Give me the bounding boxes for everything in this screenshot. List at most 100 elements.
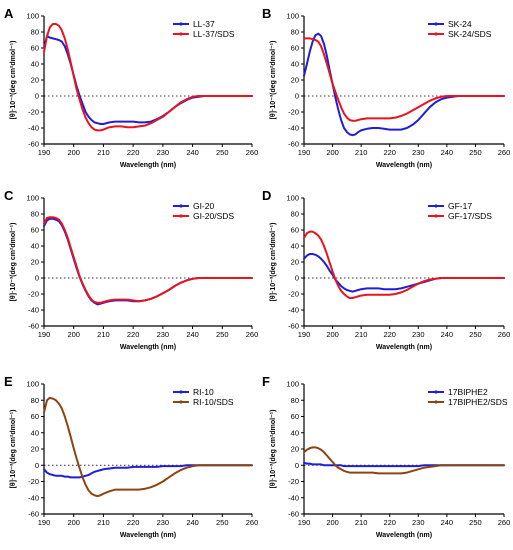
x-tick-label: 240 [186, 148, 199, 157]
y-tick-label: -20 [28, 290, 39, 299]
x-tick-label: 210 [355, 330, 368, 339]
legend-marker [434, 390, 438, 394]
legend-label: SK-24 [448, 19, 472, 29]
legend-marker [434, 204, 438, 208]
x-tick-label: 260 [246, 518, 259, 527]
legend-label: GI-20 [193, 201, 215, 211]
y-tick-label: -40 [288, 124, 299, 133]
legend-marker [434, 22, 438, 26]
y-tick-label: -20 [28, 108, 39, 117]
x-tick-label: 220 [383, 518, 396, 527]
panel-c: C -60 -40 -20 0 20 40 60 80 100 190 200 210 220 230 240… [4, 188, 258, 351]
y-tick-label: -60 [288, 322, 299, 331]
panel-letter: A [4, 6, 14, 21]
legend-label: 17BIPHE2 [448, 387, 488, 397]
legend-marker [434, 32, 438, 36]
legend-label: RI-10/SDS [193, 397, 234, 407]
x-tick-label: 250 [469, 330, 482, 339]
panel-letter: B [262, 6, 271, 21]
x-tick-label: 240 [441, 148, 454, 157]
legend-marker [179, 22, 183, 26]
x-tick-label: 220 [383, 330, 396, 339]
x-axis-title: Wavelength (nm) [120, 162, 176, 169]
y-tick-label: -40 [28, 306, 39, 315]
panel-d: D -60 -40 -20 0 20 40 60 80 100 190 200 210 220 230 240… [262, 188, 510, 351]
x-tick-label: 200 [326, 330, 339, 339]
x-tick-label: 230 [412, 330, 425, 339]
panel-b: B -60 -40 -20 0 20 40 60 80 100 190 200 210 220 230 240… [262, 6, 510, 169]
panel-letter: F [262, 374, 270, 389]
x-axis-title: Wavelength (nm) [120, 532, 176, 539]
x-tick-label: 260 [498, 148, 511, 157]
legend-marker [179, 400, 183, 404]
y-tick-label: 0 [35, 274, 39, 283]
x-tick-label: 200 [326, 518, 339, 527]
y-tick-label: -40 [288, 493, 299, 502]
x-tick-label: 260 [246, 330, 259, 339]
x-tick-label: 210 [97, 330, 110, 339]
x-axis-title: Wavelength (nm) [120, 344, 176, 351]
y-tick-label: -60 [28, 510, 39, 519]
y-tick-label: -40 [288, 306, 299, 315]
legend-label: LL-37/SDS [193, 29, 235, 39]
panel-a: A -60 -40 -20 0 20 40 60 80 100 190 200 210 220 230 240… [4, 6, 258, 169]
series-line-peptide-sds [303, 37, 505, 122]
x-tick-label: 200 [326, 148, 339, 157]
x-tick-label: 210 [355, 518, 368, 527]
legend-marker [434, 214, 438, 218]
y-tick-label: -20 [288, 477, 299, 486]
x-tick-label: 230 [157, 330, 170, 339]
y-tick-label: 80 [291, 28, 299, 37]
y-tick-label: 40 [291, 60, 299, 69]
y-tick-label: 0 [35, 92, 39, 101]
x-axis-title: Wavelength (nm) [376, 162, 432, 169]
y-tick-label: 80 [291, 396, 299, 405]
x-axis-title: Wavelength (nm) [376, 532, 432, 539]
y-axis-title: [θ]·10⁻³(deg cm²dmol⁻¹) [10, 410, 17, 489]
y-tick-label: 60 [291, 412, 299, 421]
y-tick-label: 100 [26, 380, 39, 389]
legend-label: GF-17/SDS [448, 211, 492, 221]
y-tick-label: 40 [31, 428, 39, 437]
x-tick-label: 250 [216, 148, 229, 157]
x-tick-label: 250 [469, 518, 482, 527]
y-tick-label: -40 [28, 124, 39, 133]
x-tick-label: 220 [127, 518, 140, 527]
panel-letter: E [4, 374, 13, 389]
legend-marker [179, 390, 183, 394]
x-tick-label: 200 [67, 518, 80, 527]
x-tick-label: 190 [38, 330, 51, 339]
series-line-peptide [43, 464, 253, 479]
y-tick-label: 0 [295, 92, 299, 101]
y-tick-label: 40 [31, 60, 39, 69]
y-tick-label: 100 [286, 12, 299, 21]
series-line-peptide-sds [303, 230, 505, 299]
y-tick-label: 60 [291, 226, 299, 235]
y-axis-title: [θ]·10⁻³(deg cm²dmol⁻¹) [270, 223, 277, 302]
y-tick-label: 80 [31, 396, 39, 405]
x-tick-label: 190 [298, 148, 311, 157]
y-tick-label: 40 [291, 428, 299, 437]
y-axis-title: [θ]·10⁻³(deg cm²dmol⁻¹) [270, 41, 277, 120]
x-tick-label: 260 [498, 330, 511, 339]
x-tick-label: 190 [298, 518, 311, 527]
series-line-peptide-sds [43, 396, 253, 498]
series-line-peptide-sds [43, 216, 253, 304]
x-tick-label: 190 [38, 518, 51, 527]
legend-label: GF-17 [448, 201, 472, 211]
y-tick-label: 20 [291, 76, 299, 85]
x-tick-label: 250 [469, 148, 482, 157]
y-tick-label: 40 [31, 242, 39, 251]
x-axis-title: Wavelength (nm) [376, 344, 432, 351]
x-tick-label: 240 [186, 518, 199, 527]
legend-label: SK-24/SDS [448, 29, 492, 39]
panel-f: F -60 -40 -20 0 20 40 60 80 100 190 200 210 220 230 240… [262, 374, 510, 539]
y-axis-title: [θ]·10⁻³(deg cm²dmol⁻¹) [10, 223, 17, 302]
y-tick-label: 100 [286, 380, 299, 389]
x-tick-label: 220 [383, 148, 396, 157]
x-tick-label: 260 [246, 148, 259, 157]
x-tick-label: 260 [498, 518, 511, 527]
panel-letter: C [4, 188, 14, 203]
x-tick-label: 190 [38, 148, 51, 157]
x-tick-label: 230 [157, 148, 170, 157]
